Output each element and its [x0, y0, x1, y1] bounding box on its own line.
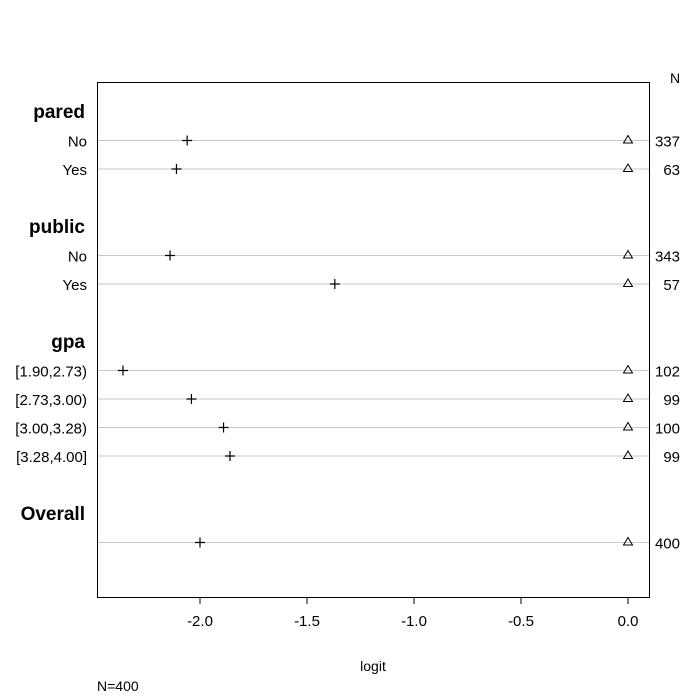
plus-marker [117, 365, 128, 376]
footer-n-label: N=400 [97, 678, 139, 694]
x-tick-label: -1.0 [401, 613, 427, 630]
chart-rows: pared No 337 Yes 63 public No 343 Yes 57 gpa [1.90,… [15, 102, 680, 553]
plus-marker [182, 135, 193, 146]
plus-marker [171, 164, 182, 174]
row-n-value: 337 [655, 134, 680, 151]
row-label: [3.28,4.00] [16, 449, 87, 466]
plus-marker [186, 394, 197, 404]
triangle-marker [622, 278, 634, 287]
plot-frame [97, 82, 650, 598]
row-n-value: 63 [663, 162, 680, 179]
plus-marker [224, 451, 235, 461]
row-label: Yes [63, 277, 87, 294]
triangle-marker [622, 134, 634, 144]
triangle-marker [622, 249, 634, 259]
group-heading: gpa [51, 332, 85, 353]
row-n-value: 99 [663, 392, 680, 409]
x-tick-label: -0.5 [508, 613, 534, 630]
x-axis-label: logit [360, 658, 386, 674]
plus-marker [195, 537, 205, 548]
triangle-marker [622, 393, 634, 402]
row-n-value: 343 [655, 249, 680, 266]
triangle-marker [622, 421, 634, 431]
row-n-value: 57 [663, 277, 680, 294]
row-label: [1.90,2.73) [15, 364, 87, 381]
x-tick-label: -2.0 [187, 613, 213, 630]
plus-marker [329, 279, 340, 289]
row-label: [2.73,3.00) [15, 392, 87, 409]
row-label: Yes [63, 162, 87, 179]
x-axis: -2.0 -1.5 -1.0 -0.5 0.0 [187, 597, 638, 630]
group-heading: public [29, 217, 85, 238]
row-label: No [68, 134, 87, 151]
row-label: No [68, 249, 87, 266]
group-heading: pared [33, 102, 85, 123]
row-n-value: 400 [655, 536, 680, 553]
triangle-marker [622, 450, 634, 459]
n-column-header: N [670, 70, 680, 86]
row-n-value: 99 [663, 449, 680, 466]
x-tick-label: 0.0 [618, 613, 639, 630]
plus-marker [218, 422, 229, 433]
row-n-value: 100 [655, 421, 680, 438]
triangle-marker [622, 163, 634, 172]
row-label: [3.00,3.28) [15, 421, 87, 438]
triangle-marker [622, 364, 634, 374]
plus-marker [165, 250, 176, 261]
group-heading: Overall [21, 504, 85, 525]
triangle-marker [622, 536, 634, 546]
x-tick-label: -1.5 [294, 613, 320, 630]
row-n-value: 102 [655, 364, 680, 381]
